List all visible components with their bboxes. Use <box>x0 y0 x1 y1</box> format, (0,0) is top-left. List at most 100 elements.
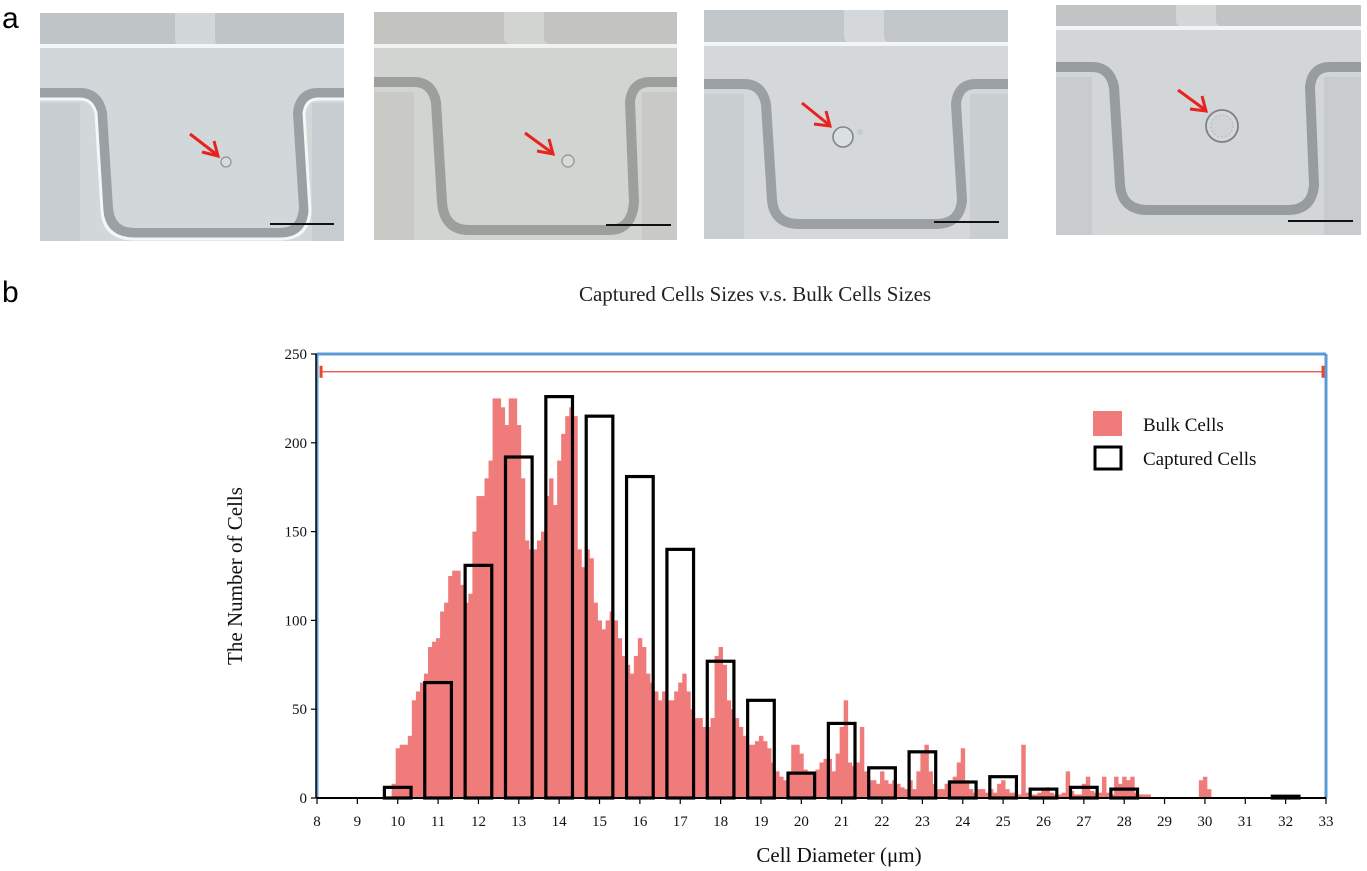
bulk-bar <box>803 769 808 798</box>
x-tick-label: 11 <box>431 814 445 830</box>
bulk-bar <box>831 771 837 798</box>
bulk-bar <box>944 783 950 798</box>
bulk-bar <box>577 549 582 798</box>
y-axis-label: The Number of Cells <box>223 487 247 665</box>
bulk-bar <box>658 700 663 798</box>
bulk-bar <box>1041 789 1046 798</box>
bulk-bar <box>847 762 853 798</box>
chart-title: Captured Cells Sizes v.s. Bulk Cells Siz… <box>578 282 932 306</box>
x-tick-label: 25 <box>996 814 1011 830</box>
bulk-bar <box>399 744 405 798</box>
bulk-bar <box>508 398 514 798</box>
bulk-bar <box>520 478 526 798</box>
bulk-bar <box>795 744 800 798</box>
y-tick-label: 50 <box>292 702 307 718</box>
bulk-bar <box>662 691 667 798</box>
bulk-bar <box>993 792 998 798</box>
bulk-bar <box>960 748 966 798</box>
x-tick-label: 13 <box>511 814 526 830</box>
bulk-bar <box>1045 787 1050 798</box>
bulk-bar <box>1009 792 1014 798</box>
bulk-bar <box>593 602 598 798</box>
arrow-3-icon <box>801 101 829 126</box>
micrograph-2 <box>374 12 677 240</box>
bulk-bar <box>750 744 756 798</box>
bulk-bar <box>1077 794 1083 798</box>
bulk-bar <box>928 771 933 798</box>
bulk-bar <box>407 735 413 798</box>
bulk-bar <box>492 398 498 798</box>
bulk-bar <box>767 748 772 798</box>
cell-1 <box>220 156 232 168</box>
bulk-bar <box>710 718 715 798</box>
bulk-bar <box>512 398 518 798</box>
legend-swatch-bulk <box>1093 411 1122 436</box>
bulk-bar <box>436 638 441 798</box>
bulk-bar <box>912 789 917 798</box>
bulk-bar <box>884 780 889 798</box>
legend-label-bulk: Bulk Cells <box>1143 415 1224 436</box>
bulk-bar <box>880 771 885 798</box>
bulk-bar <box>553 504 558 798</box>
bulk-bar <box>1073 794 1079 798</box>
x-tick-label: 20 <box>794 814 809 830</box>
bulk-bar <box>742 735 748 798</box>
bulk-bar <box>1021 744 1026 798</box>
x-tick-label: 28 <box>1117 814 1132 830</box>
y-tick-label: 0 <box>300 791 308 807</box>
bulk-bar <box>726 700 732 798</box>
bulk-bar <box>1025 792 1030 798</box>
bulk-bar <box>997 783 1002 798</box>
bulk-bar <box>799 753 804 798</box>
bulk-bar <box>419 682 425 798</box>
bulk-bar <box>581 567 586 798</box>
bulk-bar <box>916 771 921 798</box>
bulk-bar <box>1206 789 1212 798</box>
x-tick-label: 10 <box>390 814 405 830</box>
x-tick-label: 27 <box>1076 814 1092 830</box>
bulk-bar <box>855 762 861 798</box>
bulk-bar <box>432 641 437 798</box>
micrograph-4 <box>1056 5 1361 235</box>
bulk-bar <box>1202 776 1208 798</box>
bulk-bar <box>807 771 812 798</box>
bulk-bar <box>1065 771 1071 798</box>
bulk-bar <box>920 753 925 798</box>
bulk-bar <box>613 620 619 798</box>
bulk-bar <box>1142 794 1147 798</box>
bulk-bar <box>900 787 905 798</box>
x-tick-label: 21 <box>834 814 849 830</box>
bulk-bar <box>674 691 679 798</box>
bulk-bar <box>440 611 445 798</box>
bulk-bar <box>557 460 562 798</box>
bulk-bar <box>702 726 707 798</box>
bulk-bar <box>484 478 489 798</box>
bulk-bar <box>754 741 760 798</box>
bulk-bar <box>444 602 449 798</box>
x-tick-label: 23 <box>915 814 930 830</box>
arrow-4-icon <box>1177 88 1205 111</box>
bulk-bar <box>904 789 909 798</box>
bulk-bar <box>762 741 768 798</box>
x-tick-label: 24 <box>955 814 971 830</box>
bulk-bar <box>956 762 962 798</box>
panel-label-b: b <box>2 276 19 309</box>
bulk-bar <box>621 655 627 798</box>
bulk-bar <box>758 735 764 798</box>
bulk-bar <box>783 780 788 798</box>
bulk-bar <box>476 496 481 798</box>
bulk-bar <box>617 638 623 798</box>
bulk-bar <box>1017 794 1022 798</box>
x-axis-label: Cell Diameter (μm) <box>756 843 921 867</box>
bulk-bar <box>1037 792 1042 798</box>
bulk-bar <box>468 593 473 798</box>
bulk-bar <box>565 416 570 798</box>
bulk-bar <box>694 718 699 798</box>
bulk-bar <box>888 783 893 798</box>
bulk-bar <box>1102 776 1107 798</box>
bulk-bar <box>839 726 845 798</box>
x-tick-label: 8 <box>313 814 321 830</box>
bulk-bar <box>1081 783 1087 798</box>
bulk-bar <box>1122 776 1127 798</box>
